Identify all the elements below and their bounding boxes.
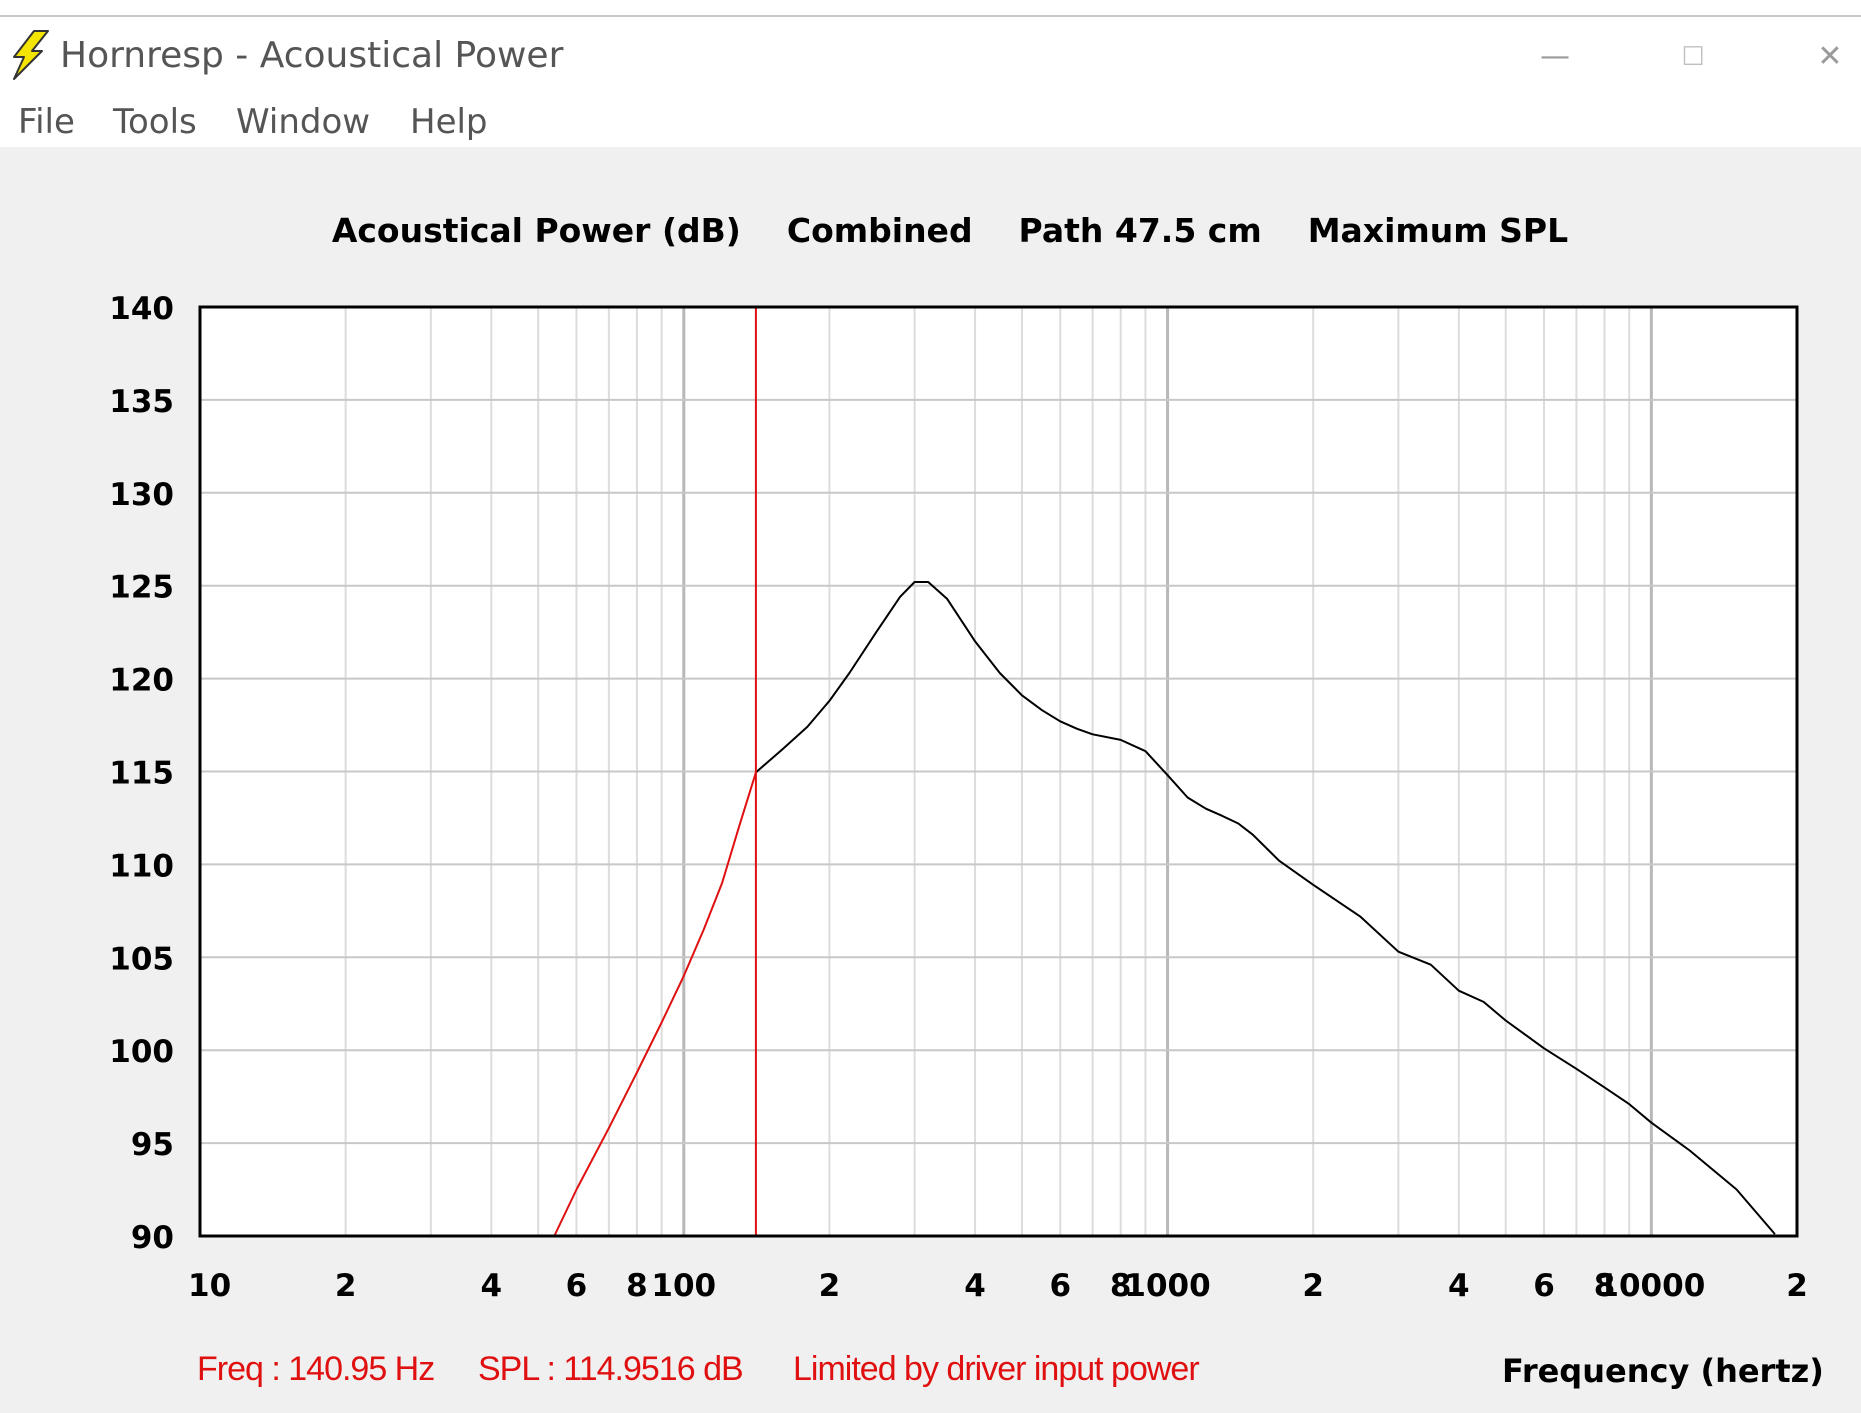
chart-title-part: Combined: [787, 211, 973, 250]
x-tick-label: 2: [1786, 1268, 1808, 1304]
close-button[interactable]: ✕: [1817, 39, 1843, 74]
grid: [200, 307, 1797, 1236]
x-tick-label: 100: [651, 1268, 716, 1304]
y-tick-label: 130: [109, 477, 174, 513]
y-tick-label: 110: [109, 848, 174, 884]
y-tick-label: 140: [109, 291, 174, 327]
title-bar[interactable]: Hornresp - Acoustical Power — ☐ ✕: [0, 17, 1861, 97]
maximize-button[interactable]: ☐: [1681, 42, 1705, 72]
menu-tools[interactable]: Tools: [113, 102, 197, 142]
frequency-readout: Freq : 140.95 Hz: [197, 1350, 435, 1388]
menu-help[interactable]: Help: [410, 102, 488, 142]
minimize-button[interactable]: —: [1540, 39, 1570, 74]
x-tick-label: 6: [1533, 1268, 1555, 1304]
spl-readout: SPL : 114.9516 dB: [478, 1350, 744, 1388]
plot-frame: [198, 305, 1799, 1238]
x-tick-label: 8: [626, 1268, 648, 1304]
x-tick-label: 4: [964, 1268, 986, 1304]
y-axis-ticks: 140 135 130 125 120 115 110 105 100 95 90: [109, 291, 174, 1256]
series-line-acoustical-power: [755, 581, 1776, 1235]
y-tick-label: 135: [109, 384, 174, 420]
x-tick-label: 10000: [1597, 1268, 1705, 1304]
x-tick-label: 8: [1594, 1268, 1616, 1304]
menu-file[interactable]: File: [18, 102, 75, 142]
y-tick-label: 90: [131, 1220, 174, 1256]
x-tick-label: 4: [1448, 1268, 1470, 1304]
series-layer: [553, 581, 1776, 1237]
x-tick-label: 6: [1049, 1268, 1071, 1304]
y-tick-label: 95: [131, 1127, 174, 1163]
chart-title: Acoustical Power (dB) Combined Path 47.5…: [332, 211, 1568, 250]
window-top-border: [0, 0, 1861, 17]
y-tick-label: 120: [109, 663, 174, 699]
y-tick-label: 115: [109, 756, 174, 792]
x-tick-label: 2: [819, 1268, 841, 1304]
x-tick-label: 6: [566, 1268, 588, 1304]
x-axis-label: Frequency (hertz): [1502, 1352, 1824, 1390]
limit-status: Limited by driver input power: [793, 1350, 1200, 1388]
chart-title-part: Acoustical Power (dB): [332, 211, 741, 250]
lightning-bolt-icon: [13, 30, 49, 80]
chart-title-part: Path 47.5 cm: [1019, 211, 1262, 250]
x-tick-label: 1000: [1124, 1268, 1210, 1304]
menu-window[interactable]: Window: [236, 102, 371, 142]
y-tick-label: 125: [109, 570, 174, 606]
chart-title-part: Maximum SPL: [1308, 211, 1568, 250]
y-tick-label: 100: [109, 1034, 174, 1070]
x-tick-label: 2: [1302, 1268, 1324, 1304]
x-tick-label: 4: [480, 1268, 502, 1304]
menu-bar: File Tools Window Help: [0, 97, 1861, 147]
series-line-power-limited: [553, 772, 757, 1237]
y-tick-label: 105: [109, 941, 174, 977]
x-tick-label: 8: [1110, 1268, 1132, 1304]
x-tick-label: 10: [188, 1268, 231, 1304]
window-title: Hornresp - Acoustical Power: [60, 35, 564, 76]
x-tick-label: 2: [335, 1268, 357, 1304]
